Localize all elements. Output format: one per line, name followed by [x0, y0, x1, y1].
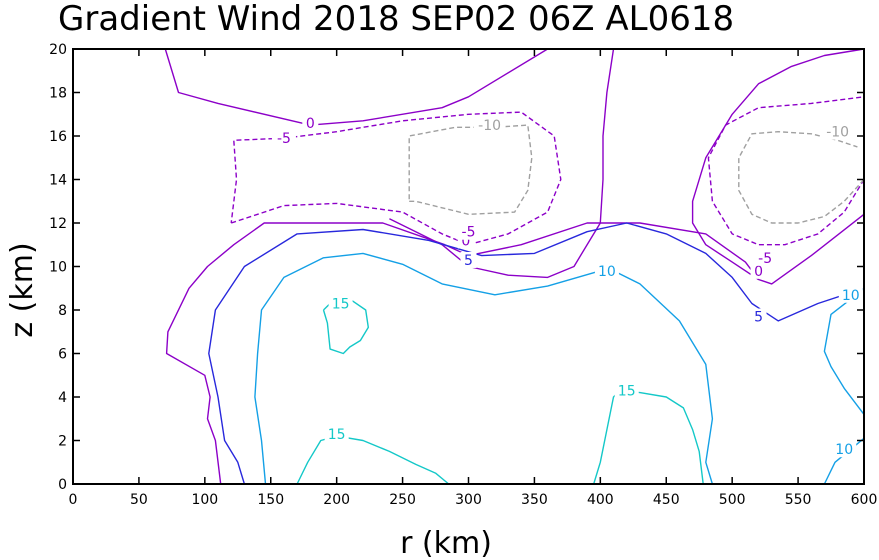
- y-axis-label: z (km): [5, 242, 40, 337]
- contour-line-5-8: [208, 222, 865, 485]
- x-tick-label: 300: [455, 492, 482, 508]
- contour-line-15-14: [593, 389, 704, 485]
- y-tick-label: 16: [49, 129, 67, 145]
- contour-label-bg: [271, 130, 296, 147]
- contour-label-0: 0: [461, 233, 470, 249]
- contour-line--5-4: [230, 111, 562, 246]
- contour-line-0-2: [389, 48, 615, 279]
- y-tick-label: 6: [58, 347, 67, 363]
- contour-line--10-7: [738, 131, 865, 224]
- x-tick-label: 400: [587, 492, 614, 508]
- y-tick-label: 0: [58, 477, 67, 493]
- x-tick-label: 100: [191, 492, 218, 508]
- contour-label-5: 5: [754, 310, 763, 326]
- contour-label-bg: [753, 249, 778, 266]
- contour-label-0: 0: [754, 264, 763, 280]
- contour-label-15: 15: [618, 383, 636, 399]
- contour-label--5: -5: [462, 225, 476, 241]
- contour-label-bg: [750, 262, 767, 279]
- contour-label-bg: [821, 123, 854, 140]
- contour-line-0-3: [691, 48, 865, 281]
- x-tick-label: 150: [257, 492, 284, 508]
- contour-label--5: -5: [277, 131, 291, 147]
- y-tick-label: 20: [49, 42, 67, 58]
- contour-line-0-1: [164, 48, 548, 126]
- contour-label-bg: [328, 295, 353, 312]
- y-tick-label: 12: [49, 216, 67, 232]
- x-tick-label: 500: [719, 492, 746, 508]
- x-tick-label: 0: [69, 492, 78, 508]
- contour-label-bg: [460, 251, 477, 268]
- x-tick-label: 550: [785, 492, 812, 508]
- contour-label-bg: [594, 262, 619, 279]
- x-tick-label: 350: [521, 492, 548, 508]
- x-tick-label: 200: [323, 492, 350, 508]
- x-axis-label: r (km): [400, 526, 492, 560]
- contour-label-bg: [614, 382, 639, 399]
- y-tick-label: 18: [49, 86, 67, 102]
- contour-label-bg: [302, 114, 319, 131]
- contour-label-bg: [473, 117, 506, 134]
- contour-label--10: -10: [478, 118, 501, 134]
- y-axis-ticks: 0 2 4 6 8 10 12 14 16 18 20: [49, 42, 864, 493]
- contour-label-5: 5: [464, 253, 473, 269]
- contour-label--10: -10: [826, 125, 849, 141]
- contour-label-bg: [838, 286, 863, 303]
- x-tick-label: 250: [389, 492, 416, 508]
- y-tick-label: 2: [58, 434, 67, 450]
- contour-label-10: 10: [842, 288, 860, 304]
- contour-line-15-13: [296, 435, 450, 485]
- contour-line--5-5: [707, 96, 865, 246]
- contour-label-0: 0: [306, 116, 315, 132]
- x-tick-label: 450: [653, 492, 680, 508]
- contour-label-10: 10: [835, 442, 853, 458]
- contour-label-15: 15: [328, 427, 346, 443]
- contour-label--5: -5: [758, 251, 772, 267]
- y-tick-label: 14: [49, 173, 67, 189]
- contour-label-bg: [750, 308, 767, 325]
- y-tick-label: 4: [58, 390, 67, 406]
- contour-label-bg: [456, 223, 481, 240]
- x-tick-label: 600: [851, 492, 878, 508]
- contour-line-0-0: [165, 213, 865, 485]
- contour-lines: [164, 48, 865, 485]
- contour-label-10: 10: [598, 264, 616, 280]
- contour-line-10-10: [823, 287, 865, 415]
- contour-label-bg: [324, 425, 349, 442]
- chart-title: Gradient Wind 2018 SEP02 06Z AL0618: [58, 0, 734, 39]
- y-tick-label: 10: [49, 260, 67, 276]
- contour-label-bg: [832, 441, 857, 458]
- x-axis-ticks: 0 50 100 150 200 250 300 350 400 450 500 550 600: [69, 49, 878, 508]
- contour-line--10-6: [408, 124, 533, 215]
- x-tick-label: 50: [130, 492, 148, 508]
- y-tick-label: 8: [58, 303, 67, 319]
- contour-line-10-9: [254, 252, 714, 485]
- contour-label-15: 15: [332, 296, 350, 312]
